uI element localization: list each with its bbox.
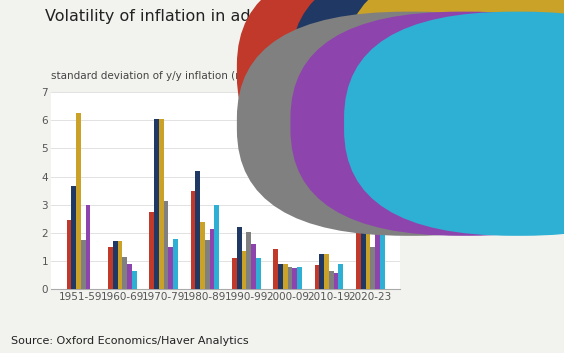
Bar bbox=[241, 251, 246, 289]
Text: Eurozone: Eurozone bbox=[526, 124, 564, 133]
Bar bbox=[334, 273, 338, 289]
Bar bbox=[86, 205, 90, 289]
Bar bbox=[168, 247, 173, 289]
Bar bbox=[200, 222, 205, 289]
Bar bbox=[113, 241, 117, 289]
Bar bbox=[283, 264, 288, 289]
Bar bbox=[319, 254, 324, 289]
Bar bbox=[274, 249, 278, 289]
Bar bbox=[292, 268, 297, 289]
Bar bbox=[256, 258, 261, 289]
Bar bbox=[246, 232, 251, 289]
Bar bbox=[149, 212, 154, 289]
Bar bbox=[356, 213, 361, 289]
Text: The Daily Shot: The Daily Shot bbox=[415, 23, 511, 36]
Text: standard deviation of y/y inflation (monthly data): standard deviation of y/y inflation (mon… bbox=[51, 71, 309, 80]
Bar bbox=[278, 264, 283, 289]
Bar bbox=[108, 247, 113, 289]
Bar bbox=[72, 186, 76, 289]
Text: US: US bbox=[418, 71, 433, 80]
Bar bbox=[315, 265, 319, 289]
Bar bbox=[132, 271, 136, 289]
Bar bbox=[76, 113, 81, 289]
Bar bbox=[251, 244, 256, 289]
Bar bbox=[154, 119, 159, 289]
Bar bbox=[81, 240, 86, 289]
Bar bbox=[173, 239, 178, 289]
Text: 10-Oct-2024: 10-Oct-2024 bbox=[415, 39, 475, 49]
Bar bbox=[67, 220, 72, 289]
Text: Source: Oxford Economics/Haver Analytics: Source: Oxford Economics/Haver Analytics bbox=[11, 336, 249, 346]
Bar bbox=[205, 240, 210, 289]
Bar bbox=[191, 191, 195, 289]
Bar bbox=[122, 257, 127, 289]
Bar bbox=[338, 264, 343, 289]
Bar bbox=[195, 171, 200, 289]
Bar bbox=[329, 271, 334, 289]
Text: Japan: Japan bbox=[526, 71, 554, 80]
Text: Posted on: Posted on bbox=[415, 9, 459, 18]
Text: UK: UK bbox=[472, 71, 486, 80]
Bar bbox=[297, 267, 302, 289]
Text: Germany: Germany bbox=[472, 124, 520, 133]
Bar bbox=[164, 201, 168, 289]
Bar bbox=[361, 182, 365, 289]
Bar bbox=[380, 193, 385, 289]
Bar bbox=[324, 254, 329, 289]
Text: Switzerland: Switzerland bbox=[418, 124, 479, 133]
Bar bbox=[232, 258, 237, 289]
Bar bbox=[288, 267, 292, 289]
Bar bbox=[371, 247, 375, 289]
Bar bbox=[210, 229, 214, 289]
Bar bbox=[237, 227, 241, 289]
Bar bbox=[214, 205, 219, 289]
Text: Volatility of inflation in advanced economies: Volatility of inflation in advanced econ… bbox=[45, 9, 401, 24]
Bar bbox=[375, 208, 380, 289]
Bar bbox=[159, 119, 164, 289]
Bar bbox=[117, 241, 122, 289]
Text: @SaberLook: @SaberLook bbox=[415, 51, 475, 61]
Bar bbox=[365, 233, 371, 289]
Bar bbox=[127, 264, 132, 289]
